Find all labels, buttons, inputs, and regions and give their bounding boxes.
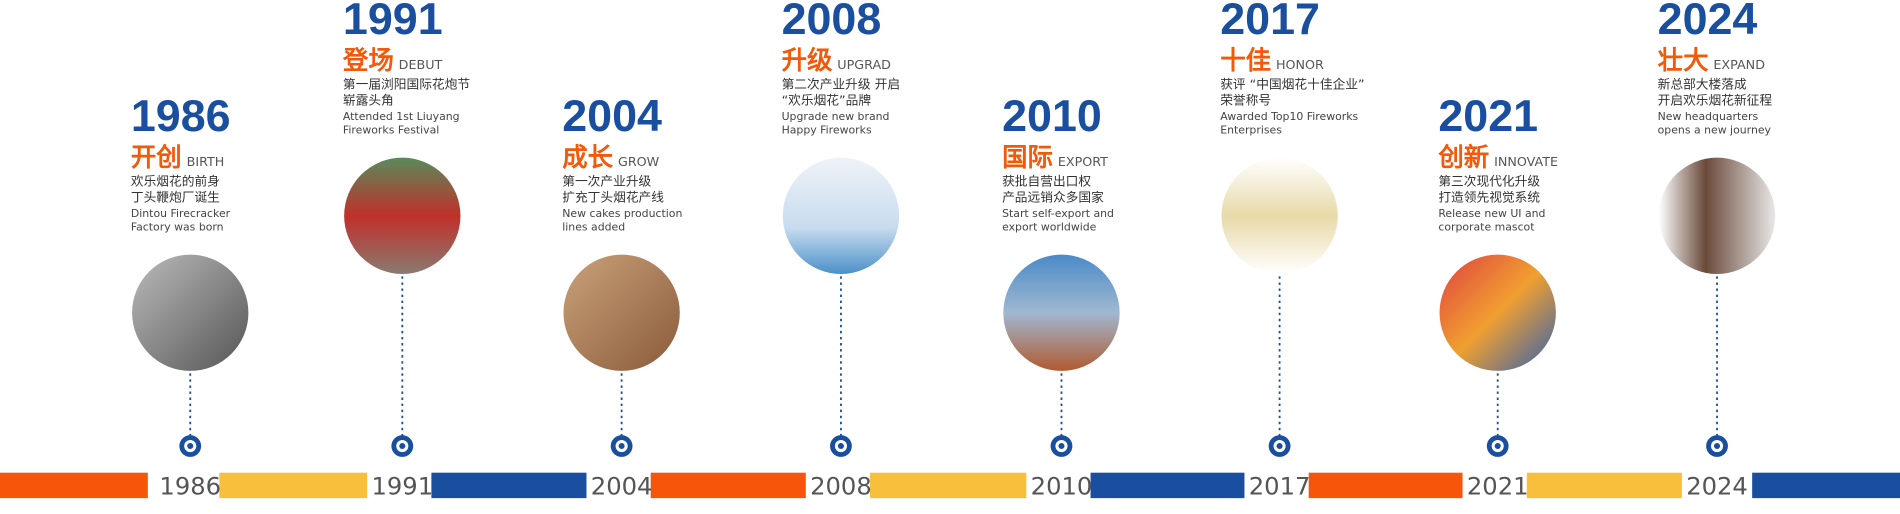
year: 2008 [782, 0, 882, 44]
year: 2024 [1658, 0, 1758, 44]
photo [563, 254, 680, 371]
title-en: INNOVATE [1494, 154, 1558, 169]
desc-en: export worldwide [1002, 220, 1097, 233]
desc-cn: 获评 “中国烟花十佳企业” [1220, 77, 1364, 92]
photo [344, 157, 461, 274]
desc-en: Enterprises [1220, 123, 1282, 136]
year: 1986 [131, 90, 231, 141]
title-en: BIRTH [187, 154, 225, 169]
title-cn: 十佳 [1220, 45, 1271, 75]
bar-year: 1991 [371, 473, 433, 501]
desc-cn: 获批自营出口权 [1002, 174, 1091, 189]
desc-en: corporate mascot [1438, 220, 1535, 233]
desc-cn: “欢乐烟花”品牌 [782, 92, 872, 107]
bar-year: 2010 [1031, 473, 1093, 501]
bar-year: 2008 [810, 473, 872, 501]
desc-en: Awarded Top10 Fireworks [1220, 110, 1358, 123]
bar-segment [1752, 472, 1900, 499]
title-en: DEBUT [399, 57, 443, 72]
desc-cn: 欢乐烟花的前身 [131, 174, 220, 189]
desc-en: Dintou Firecracker [131, 207, 231, 220]
title: 国际 EXPORT [1002, 142, 1108, 172]
desc-cn: 第三次现代化升级 [1438, 174, 1540, 189]
desc-cn: 新总部大楼落成 [1658, 77, 1747, 92]
desc-cn: 崭露头角 [343, 92, 394, 107]
bar-segment [1526, 472, 1682, 499]
desc-en: Fireworks Festival [343, 123, 439, 136]
desc-cn: 第一次产业升级 [562, 174, 651, 189]
title-cn: 创新 [1437, 142, 1489, 172]
bar-segment [1308, 472, 1463, 499]
title: 登场 DEBUT [342, 45, 443, 75]
desc-en: Attended 1st Liuyang [343, 110, 460, 123]
desc-en: New cakes production [562, 207, 682, 220]
bar-segment [0, 472, 148, 499]
desc-cn: 产品远销众多国家 [1002, 189, 1104, 204]
dot-core [618, 443, 625, 450]
desc-cn: 第一届浏阳国际花炮节 [343, 77, 470, 92]
desc-en: opens a new journey [1658, 123, 1772, 136]
desc-en: New headquarters [1658, 110, 1759, 123]
photo [1003, 254, 1120, 371]
dot-core [399, 443, 406, 450]
bar-year: 1986 [159, 473, 221, 501]
title-cn: 登场 [342, 45, 394, 75]
desc-cn: 丁头鞭炮厂诞生 [131, 189, 220, 204]
photo [1221, 157, 1338, 274]
dot-core [1058, 443, 1065, 450]
year: 2004 [562, 90, 662, 141]
dot-core [1276, 443, 1283, 450]
dot-core [187, 443, 194, 450]
desc-cn: 荣誉称号 [1220, 92, 1271, 107]
title-en: UPGRAD [837, 57, 891, 72]
desc-en: Upgrade new brand [782, 110, 890, 123]
desc-cn: 第二次产业升级 开启 [782, 77, 901, 92]
photo [1658, 157, 1776, 274]
bar-segment [1090, 472, 1245, 499]
bar-year: 2017 [1249, 473, 1311, 501]
desc-en: Start self-export and [1002, 207, 1114, 220]
title: 成长 GROW [562, 142, 659, 172]
title: 壮大 EXPAND [1658, 45, 1766, 75]
year: 2010 [1002, 90, 1102, 141]
title-cn: 国际 [1002, 142, 1053, 172]
title-en: EXPAND [1713, 57, 1765, 72]
title: 十佳 HONOR [1220, 45, 1324, 75]
desc-cn: 打造领先视觉系统 [1438, 189, 1540, 204]
desc-cn: 扩充丁头烟花产线 [562, 189, 664, 204]
desc-en: Factory was born [131, 220, 224, 233]
title-cn: 壮大 [1658, 45, 1709, 75]
photo [1439, 254, 1556, 371]
title: 创新 INNOVATE [1437, 142, 1558, 172]
bar-segment [219, 472, 368, 499]
bar-year: 2024 [1686, 473, 1748, 501]
photo [782, 157, 900, 274]
title: 升级 UPGRAD [782, 45, 892, 75]
desc-en: Happy Fireworks [782, 123, 872, 136]
bar-segment [650, 472, 806, 499]
title-cn: 开创 [131, 142, 182, 172]
bar-segment [431, 472, 587, 499]
dot-core [1713, 443, 1721, 450]
title-cn: 升级 [782, 45, 833, 75]
bar-year: 2004 [591, 473, 653, 501]
desc-en: lines added [562, 220, 625, 233]
desc-en: Release new UI and [1438, 207, 1545, 220]
bar-segment [870, 472, 1027, 499]
bar-year: 2021 [1467, 473, 1529, 501]
dot-core [1494, 443, 1501, 450]
title-cn: 成长 [562, 142, 613, 172]
dot-core [837, 443, 844, 450]
title-en: EXPORT [1058, 154, 1108, 169]
year: 1991 [343, 0, 443, 44]
desc-cn: 开启欢乐烟花新征程 [1658, 92, 1773, 107]
year: 2021 [1438, 90, 1538, 141]
title: 开创 BIRTH [131, 142, 224, 172]
year: 2017 [1220, 0, 1320, 44]
title-en: GROW [618, 154, 660, 169]
photo [132, 254, 249, 371]
title-en: HONOR [1276, 57, 1324, 72]
